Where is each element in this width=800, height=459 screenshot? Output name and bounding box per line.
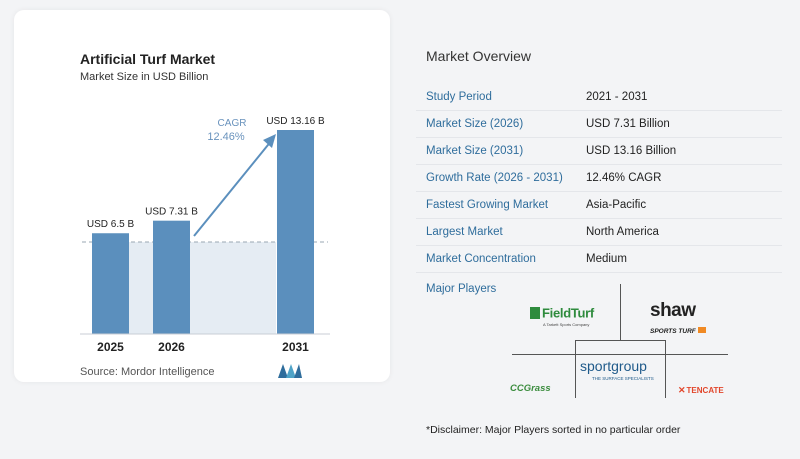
tencate-icon: ✕ — [678, 385, 686, 395]
x-tick-label: 2025 — [97, 340, 124, 354]
table-row: Market Size (2026) USD 7.31 Billion — [416, 111, 782, 138]
cagr-arrow-head — [263, 134, 276, 148]
bar-value-label: USD 13.16 B — [266, 116, 325, 127]
grid-divider — [665, 340, 666, 398]
row-value: USD 7.31 Billion — [586, 118, 670, 130]
market-overview-title: Market Overview — [426, 48, 532, 64]
row-key: Market Size (2031) — [426, 145, 524, 157]
row-key: Largest Market — [426, 226, 503, 238]
grid-divider — [620, 284, 621, 340]
shaw-flag-icon — [697, 327, 706, 333]
table-row: Fastest Growing Market Asia-Pacific — [416, 192, 782, 219]
bar-value-label: USD 7.31 B — [145, 207, 198, 218]
cagr-label: CAGR — [218, 118, 247, 129]
row-key: Market Size (2026) — [426, 118, 524, 130]
source-text: Source: Mordor Intelligence — [80, 366, 215, 378]
bar-2031 — [277, 130, 314, 334]
table-row: Market Concentration Medium — [416, 246, 782, 273]
table-row: Market Size (2031) USD 13.16 Billion — [416, 138, 782, 165]
row-value: North America — [586, 226, 659, 238]
fieldturf-icon — [530, 306, 540, 319]
sportgroup-tagline: THE SURFACE SPECIALISTS — [592, 376, 654, 381]
bar-value-label: USD 6.5 B — [87, 219, 135, 230]
shaw-tagline: SPORTS TURF — [650, 320, 706, 338]
chart-title: Artificial Turf Market — [80, 51, 216, 67]
row-key: Market Concentration — [426, 253, 536, 265]
cagr-value: 12.46% — [207, 131, 245, 143]
fieldturf-logo: FieldTurf A Tarkett Sports Company — [530, 304, 594, 327]
grid-divider — [575, 340, 665, 341]
fieldturf-name: FieldTurf — [542, 305, 594, 321]
row-value: Asia-Pacific — [586, 199, 647, 211]
row-value: USD 13.16 Billion — [586, 145, 677, 157]
row-value: Medium — [586, 253, 627, 265]
sportgroup-name: sportgroup — [580, 358, 647, 374]
baseline-band — [128, 242, 276, 334]
row-value: 12.46% CAGR — [586, 172, 662, 184]
table-row: Study Period 2021 - 2031 — [416, 84, 782, 111]
fieldturf-tagline: A Tarkett Sports Company — [543, 322, 590, 327]
players-logo-grid: FieldTurf A Tarkett Sports Company shaw … — [500, 284, 740, 400]
bar-2025 — [92, 233, 129, 334]
major-players-title: Major Players — [426, 283, 497, 295]
shaw-name: shaw — [650, 300, 696, 321]
chart-subtitle: Market Size in USD Billion — [80, 71, 209, 83]
disclaimer-text: *Disclaimer: Major Players sorted in no … — [426, 424, 681, 436]
overview-table: Study Period 2021 - 2031 Market Size (202… — [416, 84, 782, 273]
sportgroup-logo: sportgroup THE SURFACE SPECIALISTS — [580, 358, 654, 381]
row-key: Study Period — [426, 91, 492, 103]
x-tick-label: 2031 — [282, 340, 309, 354]
x-tick-label: 2026 — [158, 340, 185, 354]
cagr-arrow — [193, 139, 273, 237]
mordor-logo — [278, 364, 302, 378]
tencate-name: TENCATE — [686, 386, 724, 395]
ccgrass-name: CCGrass — [510, 383, 551, 394]
row-value: 2021 - 2031 — [586, 91, 648, 103]
bar-chart: USD 6.5 B 2025 USD 7.31 B 2026 USD 13.16 B 20… — [80, 116, 330, 354]
bar-2026 — [153, 220, 190, 334]
row-key: Fastest Growing Market — [426, 199, 549, 211]
table-row: Largest Market North America — [416, 219, 782, 246]
shaw-logo: shaw SPORTS TURF — [650, 300, 706, 338]
ccgrass-logo: CCGrass — [510, 378, 551, 396]
tencate-logo: ✕TENCATE — [678, 380, 724, 398]
grid-divider — [575, 340, 576, 398]
grid-divider — [512, 354, 728, 355]
table-row: Growth Rate (2026 - 2031) 12.46% CAGR — [416, 165, 782, 192]
row-key: Growth Rate (2026 - 2031) — [426, 172, 563, 184]
